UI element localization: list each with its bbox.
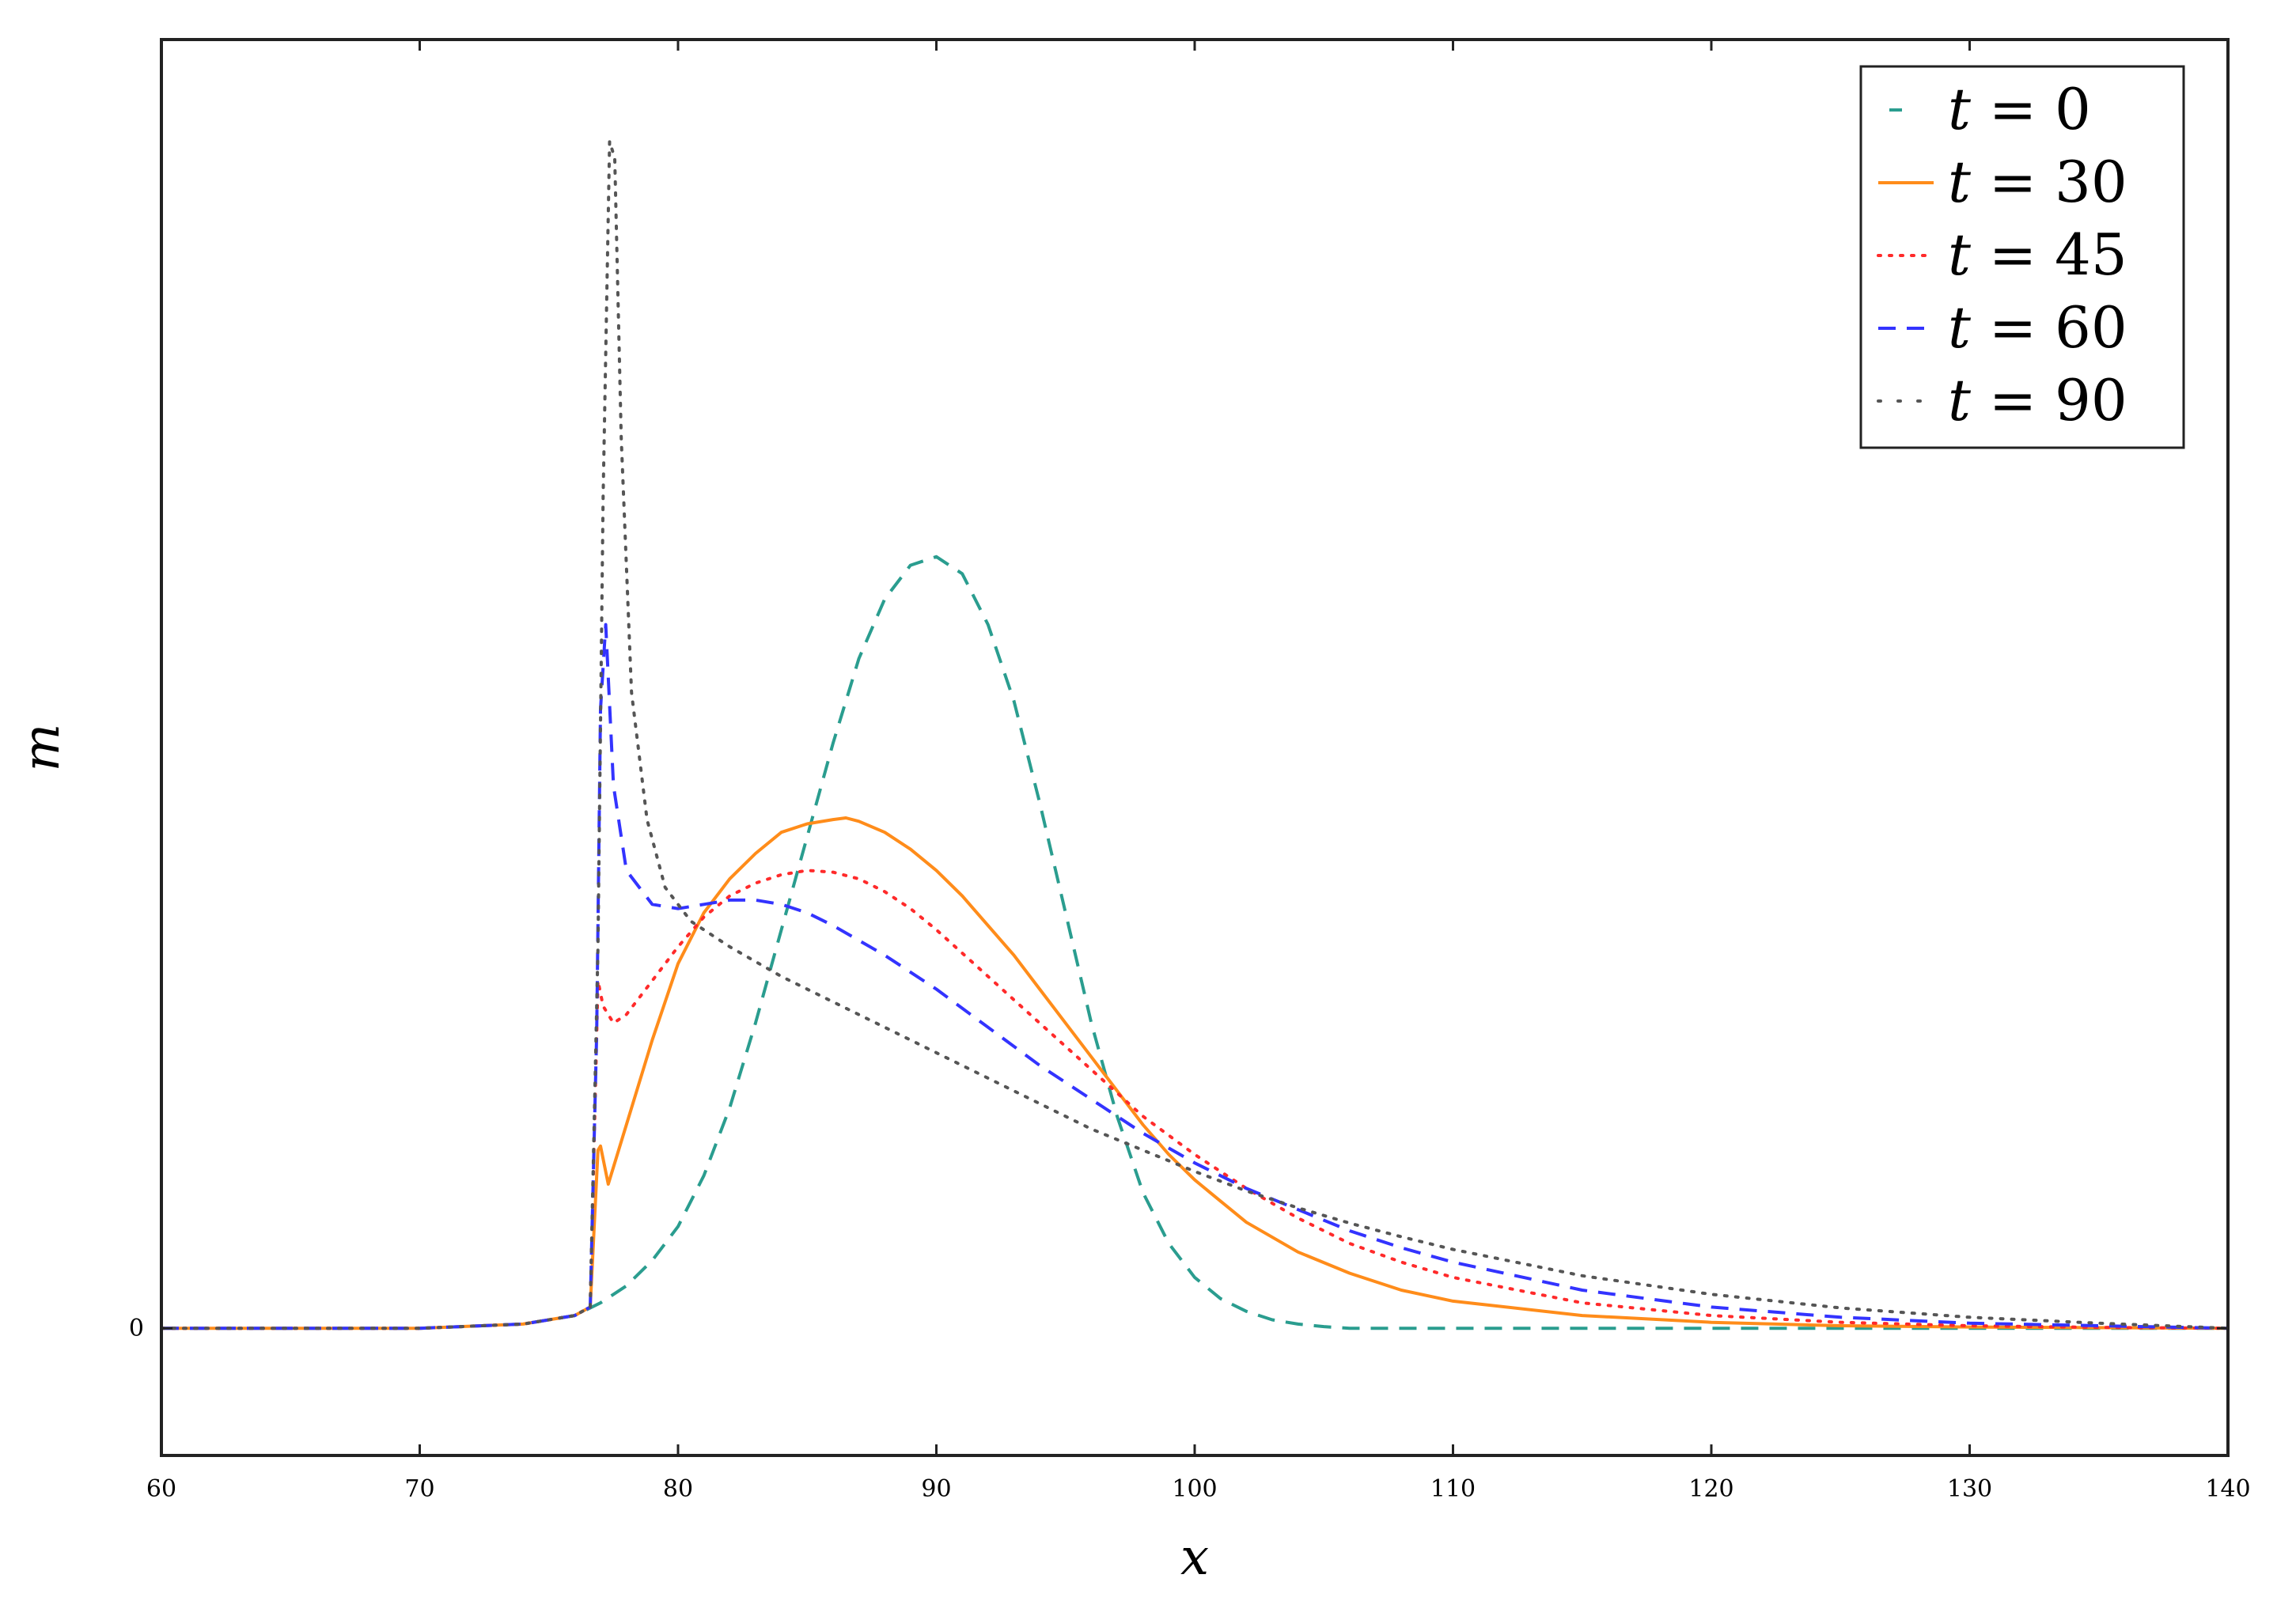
legend-label: t = 0 bbox=[1948, 76, 2091, 142]
legend: t = 0 t = 30t = 45t = 60t = 90 bbox=[1859, 65, 2185, 449]
x-tick-label: 100 bbox=[1172, 1475, 1217, 1503]
x-tick-label: 60 bbox=[146, 1475, 176, 1503]
x-tick-label: 140 bbox=[2205, 1475, 2250, 1503]
x-tick-label: 70 bbox=[404, 1475, 434, 1503]
series-layer bbox=[160, 139, 2230, 1330]
series-0 bbox=[161, 554, 2229, 1330]
x-tick-label: 80 bbox=[663, 1475, 693, 1503]
legend-entry-45: t = 45 bbox=[1877, 221, 2127, 288]
y-axis-label: m bbox=[13, 724, 71, 772]
legend-entry-30: t = 30 bbox=[1878, 149, 2127, 215]
x-tick-label: 120 bbox=[1688, 1475, 1733, 1503]
legend-box bbox=[1859, 65, 2185, 449]
legend-label: t = 90 bbox=[1948, 367, 2127, 433]
series-line-90 bbox=[160, 139, 2230, 1330]
legend-entry-60: t = 60 bbox=[1878, 294, 2127, 361]
x-tick-label: 130 bbox=[1947, 1475, 1992, 1503]
y-tick-label: 0 bbox=[129, 1315, 144, 1342]
legend-entry-0: t = 0 bbox=[1889, 76, 2091, 142]
x-axis-label: x bbox=[1180, 1528, 1209, 1587]
legend-label: t = 45 bbox=[1948, 221, 2127, 288]
legend-entry-90: t = 90 bbox=[1877, 367, 2127, 433]
tick-layer: 60 70 80 90 100 110 120 130 140 0 bbox=[129, 40, 2251, 1503]
legend-label: t = 30 bbox=[1948, 149, 2127, 215]
x-tick-label: 110 bbox=[1430, 1475, 1476, 1503]
x-tick-label: 90 bbox=[921, 1475, 951, 1503]
legend-label: t = 60 bbox=[1948, 294, 2127, 361]
